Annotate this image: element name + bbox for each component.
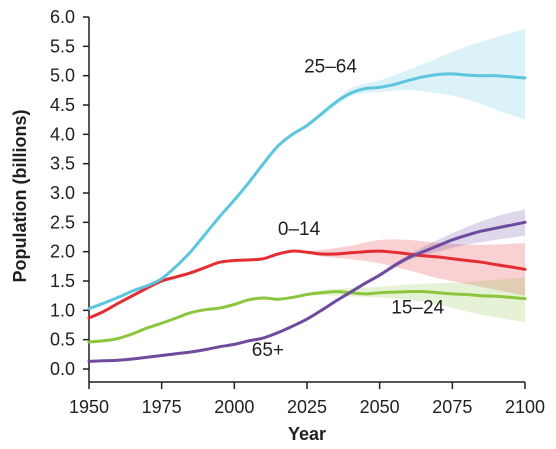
series-label-65plus: 65+	[252, 340, 284, 361]
y-tick-label: 5.0	[50, 66, 75, 86]
series-line-15-24	[87, 289, 527, 344]
series-label-0-14: 0–14	[278, 219, 321, 240]
series-line-0-14	[87, 249, 527, 320]
y-axis-title: Population (billions)	[10, 110, 30, 283]
y-tick-label: 1.5	[50, 271, 75, 291]
y-tick-label: 6.0	[50, 7, 75, 27]
series-label-25-64: 25–64	[304, 57, 357, 78]
y-axis-ticks: 0.0 0.5 1.0 1.5 2.0 2.5 3.0 3.5 4.0 4.5 5.0 5.5 6.0	[50, 7, 89, 379]
y-tick-label: 3.5	[50, 154, 75, 174]
y-tick-label: 0.0	[50, 359, 75, 379]
series-label-15-24: 15–24	[391, 297, 444, 318]
x-tick-label: 1975	[142, 397, 182, 417]
y-tick-label: 3.0	[50, 183, 75, 203]
x-tick-label: 2075	[432, 397, 472, 417]
y-tick-label: 4.0	[50, 124, 75, 144]
series-labels: 25–64 0–14 15–24 65+	[252, 57, 445, 361]
y-tick-label: 4.5	[50, 95, 75, 115]
series-line-25-64	[87, 72, 527, 311]
x-axis-title: Year	[288, 424, 326, 444]
y-tick-label: 1.0	[50, 300, 75, 320]
x-tick-label: 2100	[505, 397, 545, 417]
x-tick-label: 2025	[287, 397, 327, 417]
x-tick-label: 2050	[360, 397, 400, 417]
x-tick-label: 1950	[69, 397, 109, 417]
x-tick-label: 2000	[214, 397, 254, 417]
y-tick-label: 2.0	[50, 242, 75, 262]
y-tick-label: 5.5	[50, 36, 75, 56]
series-line-65plus	[87, 220, 527, 363]
series-lines	[87, 72, 527, 363]
band-65plus	[301, 209, 525, 323]
y-tick-label: 0.5	[50, 330, 75, 350]
x-axis-ticks: 1950 1975 2000 2025 2050 2075 2100	[69, 382, 545, 417]
y-tick-label: 2.5	[50, 212, 75, 232]
